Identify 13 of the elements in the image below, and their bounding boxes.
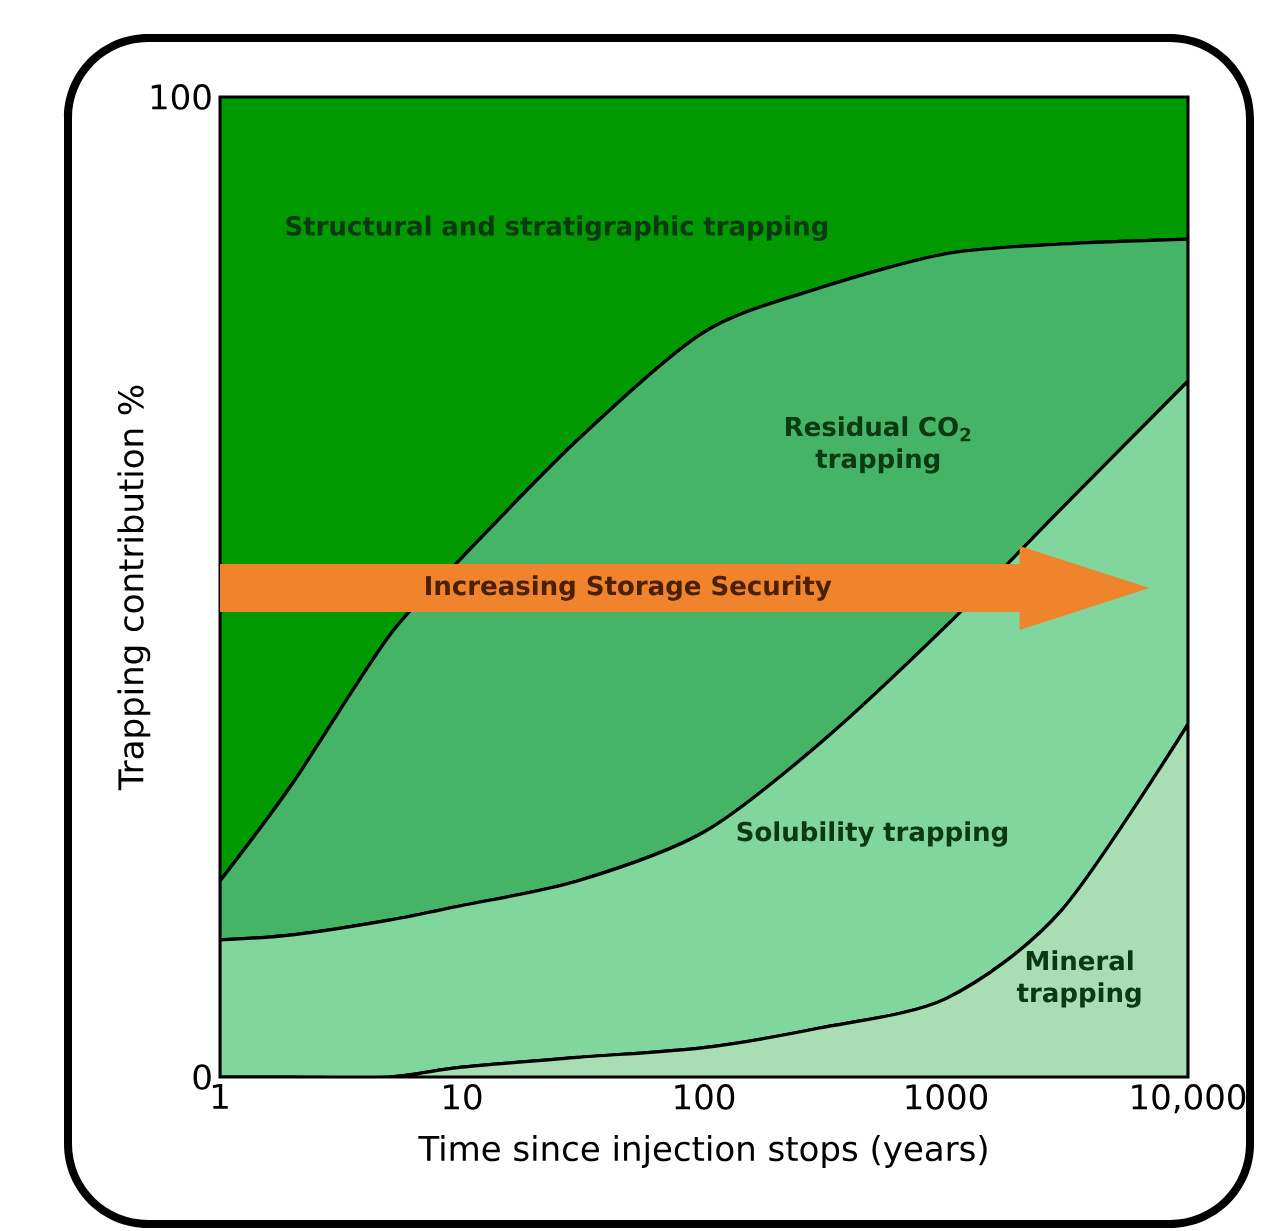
y-axis-title: Trapping contribution % xyxy=(117,385,151,791)
annotation: Increasing Storage Security xyxy=(426,575,832,601)
y-tick-label: 0 xyxy=(193,1064,211,1090)
series-label: Structural and stratigraphic trapping xyxy=(286,215,828,241)
x-axis-title: Time since injection stops (years) xyxy=(418,1134,987,1168)
series-label: Mineral trapping xyxy=(1016,950,1141,1008)
x-tick-label: 10,000 xyxy=(1132,1084,1246,1114)
x-tick-label: 100 xyxy=(675,1084,735,1110)
x-tick-label: 1000 xyxy=(906,1084,987,1110)
x-tick-label: 1 xyxy=(212,1084,228,1109)
text: Residual CO$_{2}$ trapping xyxy=(786,416,971,474)
series-label: Solubility trapping xyxy=(737,821,1008,847)
x-tick-label: 10 xyxy=(444,1084,482,1110)
